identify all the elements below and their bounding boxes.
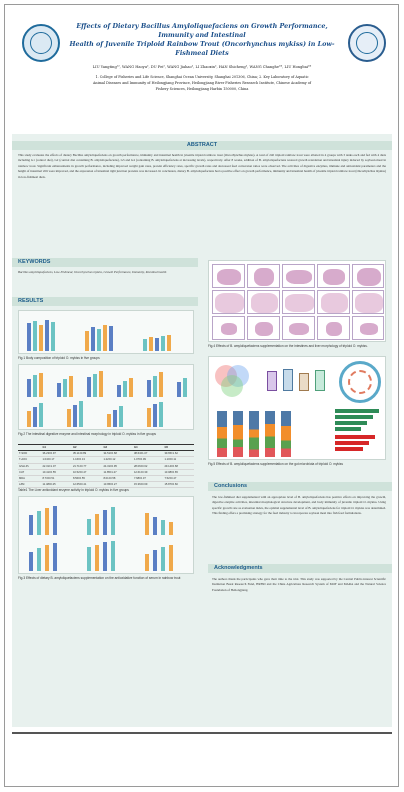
fig3-subplot [81,537,133,571]
fig3-subplot [23,537,75,571]
histology-image [212,316,245,340]
abstract-heading: ABSTRACT [12,141,392,150]
table-row: LZM 11.48±0.25 12.65±0.41 13.95±0.27 15.36±0… [18,481,194,489]
diversity-boxplot [261,361,331,401]
histology-image [317,316,350,340]
conclusions-text: The low-fishmeal diet supplemented with … [212,495,386,516]
histology-image [317,290,350,314]
fig2-enzyme-bars [23,369,191,397]
acknowledgments-heading: Acknowledgments [208,564,392,573]
antioxidant-table: G1 G2 G3 G4 G5 T-SOD 36.23±0.97 35.11±0.89 34.5… [18,443,194,489]
title-line-2: Health of Juvenile Triploid Rainbow Trou… [69,40,335,57]
fig2-morphology-bars [23,399,191,427]
keywords-text: Bacillus amyloliquefaciens, Low-Fishmeal… [18,270,167,274]
affiliation-line-1: 1. College of Fisheries and Life Science… [95,75,309,79]
histology-image [247,316,280,340]
fig3-subplot [139,501,191,535]
fig1-subplot-b [81,315,133,351]
fig3-subplot [23,501,75,535]
histology-image [352,316,384,340]
title-line-1: Effects of Dietary Bacillus Amyloliquefa… [76,22,328,39]
author-list: LIU Yangting¹², WANG Haoyu², DU Fei², WA… [92,65,312,69]
histology-image [282,316,315,340]
fig1-subplot-a [23,315,75,351]
conclusions-heading: Conclusions [208,482,392,491]
fig3-caption: Fig.3 Effects of dietary B. amyloliquefa… [18,576,181,580]
fig5-panel [208,356,386,460]
institute-logo-right [348,24,386,62]
histology-image [212,290,245,314]
histology-image [317,264,350,288]
poster-title: Effects of Dietary Bacillus Amyloliquefa… [60,22,344,58]
histology-image [352,290,384,314]
fig4-caption: Fig.4 Effects of B. amyloliquefaciens su… [208,344,368,348]
fig5-caption: Fig.5 Effects of B. amyloliquefaciens su… [208,462,343,466]
fig1-caption: Fig.1 Body composition of triploid O. my… [18,356,100,360]
table-row: GSH-Px 22.31±1.07 21.71±0.77 24.31±0.95 28.0… [18,463,194,470]
histology-image [282,264,315,288]
histology-image [352,264,384,288]
university-logo-left [22,24,60,62]
histology-image [247,264,280,288]
affiliation-line-2: Animal Diseases and Immunity of Heilongj… [92,81,312,86]
fig3-subplot [139,537,191,571]
fig2-caption: Fig.2 The intestinal digestive enzyme an… [18,432,156,436]
table-row: T-SOD 36.23±0.97 35.11±0.89 34.51±0.68 38.64… [18,450,194,458]
table1-caption: Table1 The Liver antioxidant enzyme acti… [18,488,129,492]
fig1-subplot-c [139,315,191,351]
community-stacked-bars [213,407,297,457]
histology-image [247,290,280,314]
fig1-panel [18,310,194,354]
fig2-panel [18,364,194,430]
poster-header: Effects of Dietary Bacillus Amyloliquefa… [12,12,392,134]
fig4-panel [208,260,386,342]
affiliations: 1. College of Fisheries and Life Science… [56,74,348,93]
histology-image [282,290,315,314]
circos-plot [339,361,381,403]
research-poster[interactable]: Effects of Dietary Bacillus Amyloliquefa… [12,12,392,727]
affiliation-line-3: Fishery Sciences, Heilongjiang Harbin 15… [155,87,249,92]
fig3-subplot [81,501,133,535]
card-frame [4,4,399,787]
histology-image [212,264,245,288]
table-row: CAT 10.41±0.55 10.52±0.47 11.85±1.27 12.61±0… [18,469,194,476]
table-row: T-AOC 1.04±0.17 1.16±0.13 1.22±0.12 1.07±0.0… [18,456,194,464]
table-header-row: G1 G2 G3 G4 G5 [18,443,194,452]
fig3-panel [18,496,194,574]
venn-diagram [213,361,253,401]
lefse-bars [305,407,383,457]
table-row: MDA 8.73±0.51 8.56±0.55 8.01±0.58 7.68±0.37 7… [18,475,194,483]
keywords-heading: KEYWORDS [12,258,198,267]
results-heading: RESULTS [12,297,198,306]
acknowledgments-text: The authors thank the participants who g… [212,577,386,592]
abstract-text: This study evaluates the effects of diet… [18,153,386,179]
